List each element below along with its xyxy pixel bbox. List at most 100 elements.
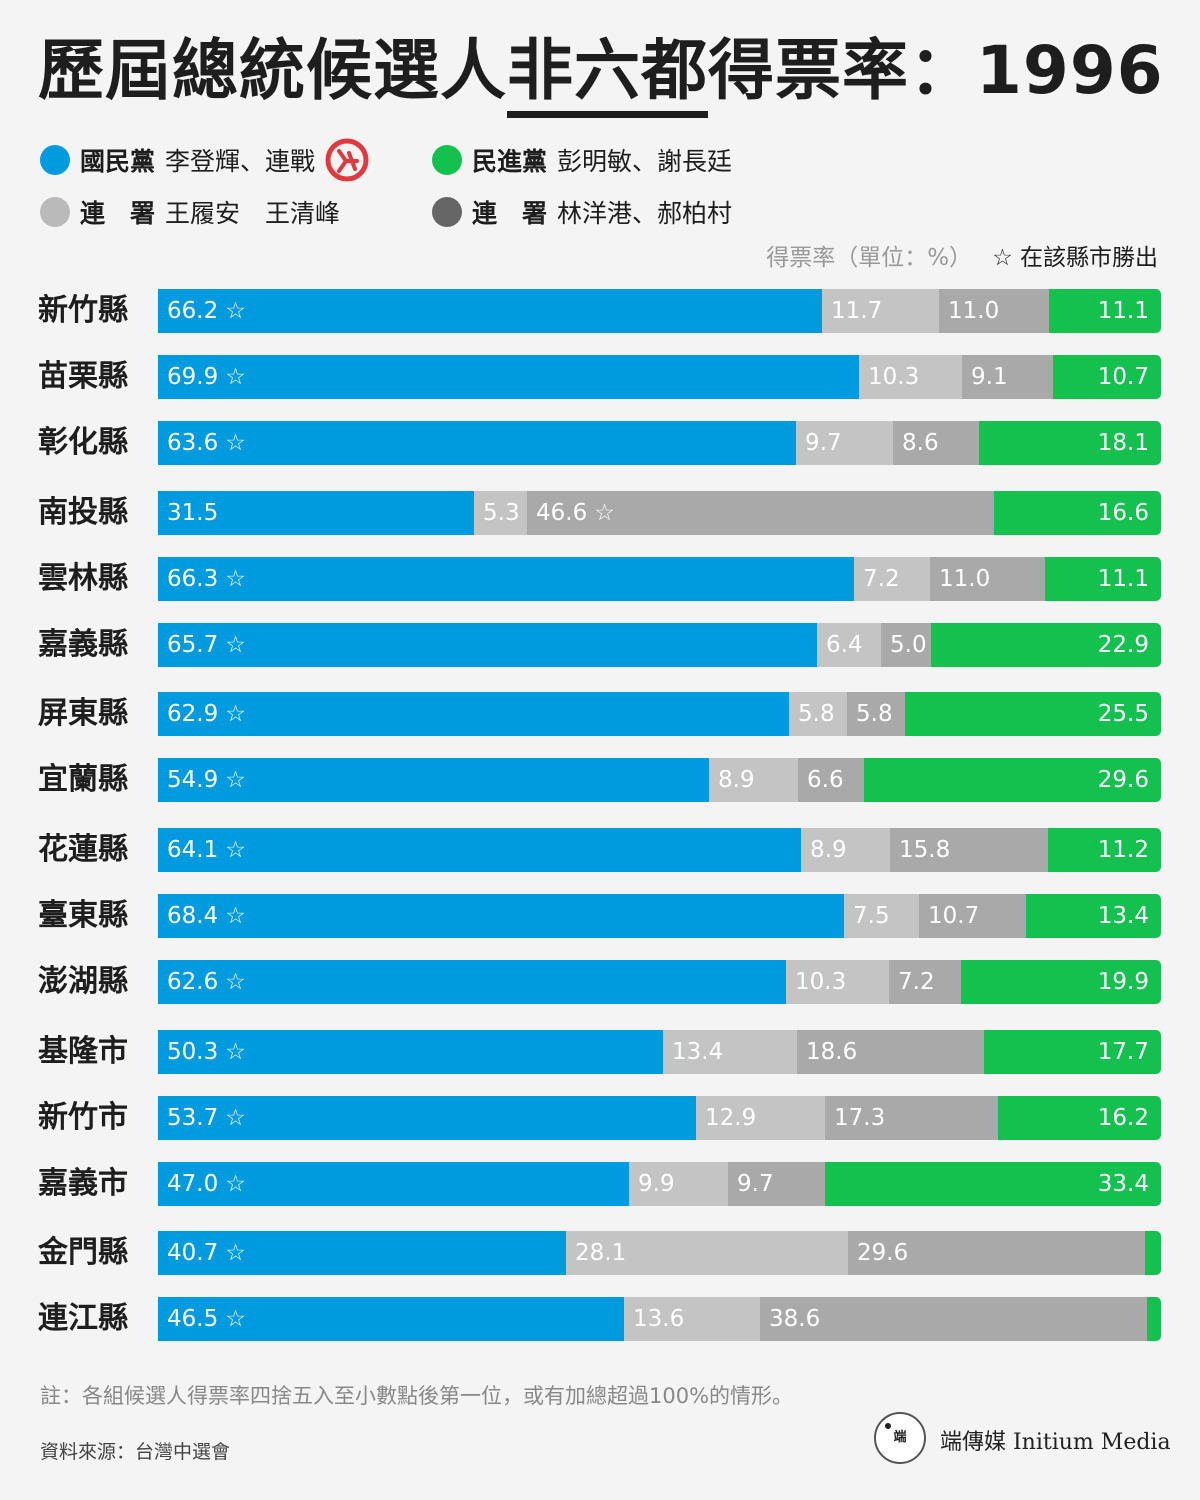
brand-name: 端傳媒 Initium Media	[940, 1430, 1171, 1455]
bar-segment-wang: 7.5	[844, 894, 919, 938]
stacked-bar: 69.9 ☆ 10.3 9.1 10.7	[158, 355, 1161, 399]
bar-segment-dpp	[1147, 1297, 1161, 1341]
data-label: 33.4	[1097, 1171, 1149, 1197]
data-label: 11.1	[1097, 566, 1149, 592]
data-label: 22.9	[1097, 632, 1149, 658]
category-label: 屏東縣	[38, 696, 128, 731]
bar-segment-dpp: 18.1	[979, 421, 1161, 465]
brand-logo-text: 端	[893, 1430, 907, 1445]
data-label: 63.6	[167, 430, 219, 456]
bar-segment-dpp: 16.6	[994, 491, 1161, 535]
winner-star-icon: ☆	[225, 1306, 246, 1332]
winner-star-icon: ☆	[594, 500, 615, 526]
bar-row: 雲林縣 66.3 ☆ 7.2 11.0 11.1	[0, 557, 1200, 601]
bar-segment-dpp: 10.7	[1053, 355, 1161, 399]
data-label: 15.8	[899, 837, 951, 863]
bar-segment-dpp: 17.7	[984, 1030, 1161, 1074]
page-title: 歷屆總統候選人非六都得票率：1996	[38, 26, 1164, 118]
bar-segment-lin: 17.3	[825, 1096, 998, 1140]
winner-star-icon: ☆	[225, 1171, 246, 1197]
data-label: 13.6	[633, 1306, 685, 1332]
bar-segment-kmt: 62.6 ☆	[158, 960, 786, 1004]
data-label: 65.7	[167, 632, 219, 658]
stacked-bar: 66.2 ☆ 11.7 11.0 11.1	[158, 289, 1161, 333]
bar-segment-wang: 8.9	[801, 828, 890, 872]
bar-segment-kmt: 47.0 ☆	[158, 1162, 629, 1206]
data-label: 17.3	[834, 1105, 886, 1131]
bar-row: 嘉義縣 65.7 ☆ 6.4 5.0 22.9	[0, 623, 1200, 667]
winner-star-icon: ☆	[225, 1105, 246, 1131]
units-note-text: 得票率（單位：%）	[766, 245, 973, 271]
bar-row: 新竹縣 66.2 ☆ 11.7 11.0 11.1	[0, 289, 1200, 333]
bar-segment-lin: 46.6 ☆	[527, 491, 994, 535]
bar-segment-dpp: 11.1	[1049, 289, 1161, 333]
legend-item-dpp: 民進黨 彭明敏、謝長廷	[432, 138, 732, 182]
legend-party-lin: 連 署	[472, 199, 548, 228]
legend-item-wang: 連 署 王履安 王清峰	[40, 190, 340, 234]
category-label: 南投縣	[38, 495, 128, 530]
winner-star-icon: ☆	[225, 632, 246, 658]
data-label: 6.4	[826, 632, 863, 658]
bar-segment-lin: 11.0	[930, 557, 1045, 601]
data-label: 19.9	[1097, 969, 1149, 995]
bar-segment-kmt: 50.3 ☆	[158, 1030, 663, 1074]
data-label: 46.6	[536, 500, 588, 526]
category-label: 臺東縣	[38, 898, 128, 933]
bar-segment-kmt: 54.9 ☆	[158, 758, 709, 802]
bar-segment-lin: 29.6	[848, 1231, 1145, 1275]
data-label: 50.3	[167, 1039, 219, 1065]
bar-segment-lin: 5.8	[847, 692, 905, 736]
bar-segment-wang: 9.7	[796, 421, 893, 465]
legend-item-kmt: 國民黨 李登輝、連戰	[40, 138, 369, 182]
win-note: ☆ 在該縣市勝出	[992, 245, 1158, 271]
winner-star-icon: ☆	[225, 430, 246, 456]
data-label: 9.9	[638, 1171, 675, 1197]
data-label: 13.4	[672, 1039, 724, 1065]
data-label: 7.5	[853, 903, 890, 929]
bar-segment-lin: 7.2	[889, 960, 961, 1004]
bar-segment-lin: 18.6	[797, 1030, 984, 1074]
category-label: 苗栗縣	[38, 359, 128, 394]
category-label: 金門縣	[38, 1235, 128, 1270]
bar-row: 屏東縣 62.9 ☆ 5.8 5.8 25.5	[0, 692, 1200, 736]
title-suffix: 得票率：1996	[708, 32, 1164, 109]
stacked-bar: 65.7 ☆ 6.4 5.0 22.9	[158, 623, 1161, 667]
bar-segment-lin: 8.6	[893, 421, 979, 465]
data-label: 12.9	[705, 1105, 757, 1131]
bar-row: 金門縣 40.7 ☆ 28.1 29.6	[0, 1231, 1200, 1275]
bar-segment-wang: 8.9	[709, 758, 798, 802]
data-label: 6.6	[807, 767, 844, 793]
data-label: 46.5	[167, 1306, 219, 1332]
data-label: 31.5	[167, 500, 219, 526]
data-label: 11.1	[1097, 298, 1149, 324]
bar-segment-lin: 15.8	[890, 828, 1048, 872]
bar-segment-wang: 11.7	[822, 289, 939, 333]
winner-star-icon: ☆	[225, 364, 246, 390]
bar-segment-kmt: 46.5 ☆	[158, 1297, 624, 1341]
bar-row: 苗栗縣 69.9 ☆ 10.3 9.1 10.7	[0, 355, 1200, 399]
legend-names-lin: 林洋港、郝柏村	[557, 199, 733, 228]
category-label: 連江縣	[38, 1301, 128, 1336]
ballot-stamp-icon	[325, 138, 369, 182]
chart-legend: 國民黨 李登輝、連戰 民進黨 彭明敏、謝長廷 連 署 王履安 王清峰 連 署 林…	[40, 138, 1180, 238]
bar-row: 臺東縣 68.4 ☆ 7.5 10.7 13.4	[0, 894, 1200, 938]
bar-segment-wang: 9.9	[629, 1162, 728, 1206]
bar-segment-kmt: 69.9 ☆	[158, 355, 859, 399]
title-highlight: 非六都	[507, 32, 708, 118]
data-label: 10.7	[1097, 364, 1149, 390]
bar-segment-dpp: 11.2	[1048, 828, 1161, 872]
bar-row: 嘉義市 47.0 ☆ 9.9 9.7 33.4	[0, 1162, 1200, 1206]
stacked-bar: 47.0 ☆ 9.9 9.7 33.4	[158, 1162, 1161, 1206]
footnote: 註：各組候選人得票率四捨五入至小數點後第一位，或有加總超過100%的情形。	[40, 1384, 794, 1408]
category-label: 花蓮縣	[38, 832, 128, 867]
bar-segment-lin: 9.7	[728, 1162, 825, 1206]
bar-segment-dpp: 33.4	[825, 1162, 1161, 1206]
winner-star-icon: ☆	[225, 1240, 246, 1266]
bar-segment-wang: 5.3	[474, 491, 527, 535]
category-label: 嘉義市	[38, 1166, 128, 1201]
data-label: 10.3	[868, 364, 920, 390]
winner-star-icon: ☆	[225, 1039, 246, 1065]
legend-names-dpp: 彭明敏、謝長廷	[557, 147, 733, 176]
legend-names-wang: 王履安 王清峰	[165, 199, 341, 228]
bar-segment-wang: 12.9	[696, 1096, 825, 1140]
